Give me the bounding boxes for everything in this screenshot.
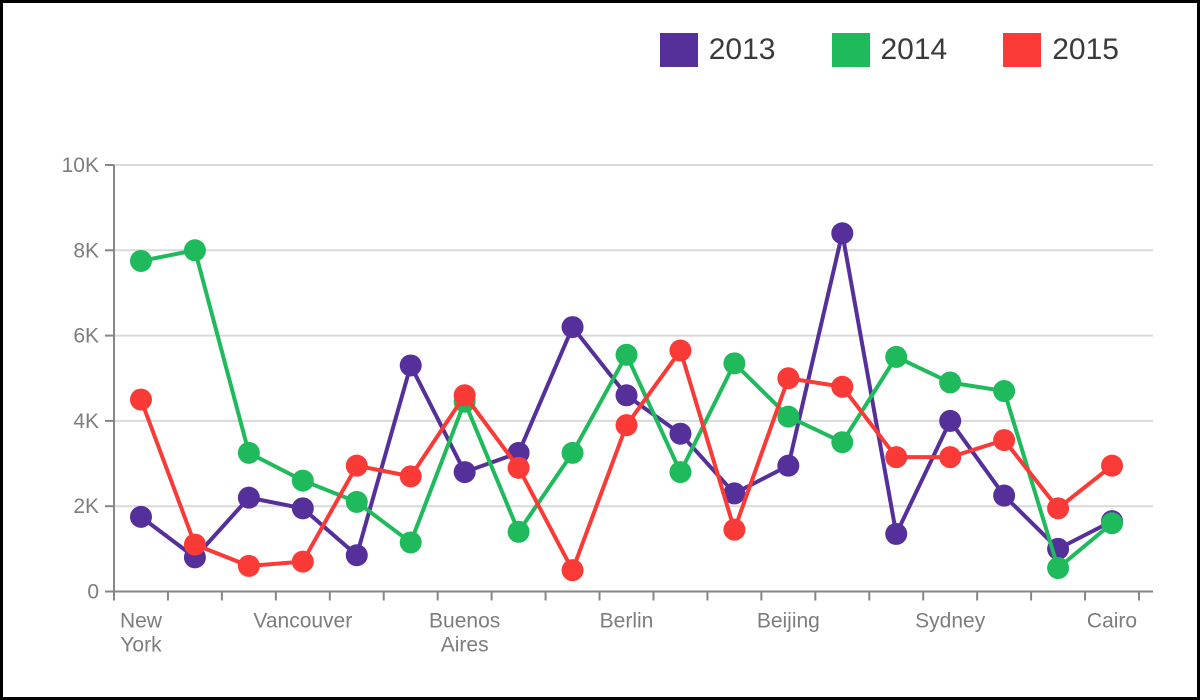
legend-item-2015[interactable]: 2015 xyxy=(1003,33,1119,67)
x-tick-label: Sydney xyxy=(915,610,986,633)
data-point[interactable] xyxy=(237,554,260,577)
data-point[interactable] xyxy=(885,446,908,469)
x-tick-label: Buenos Aires xyxy=(429,610,500,657)
x-axis-ticks xyxy=(113,591,1140,601)
legend-swatch-2014-icon xyxy=(831,33,870,67)
data-point[interactable] xyxy=(237,441,260,464)
data-point[interactable] xyxy=(561,559,584,582)
legend-label-2015: 2015 xyxy=(1052,33,1119,66)
data-point[interactable] xyxy=(291,497,314,520)
data-point[interactable] xyxy=(237,486,260,509)
data-point[interactable] xyxy=(1101,512,1124,535)
legend-label-2014: 2014 xyxy=(880,33,948,66)
data-point[interactable] xyxy=(723,482,746,505)
x-tick-label: Beijing xyxy=(757,610,820,633)
data-point[interactable] xyxy=(129,388,152,411)
data-point[interactable] xyxy=(129,249,152,272)
data-point[interactable] xyxy=(993,429,1016,452)
legend-item-2013[interactable]: 2013 xyxy=(659,33,776,67)
axes xyxy=(113,165,1153,593)
data-point[interactable] xyxy=(669,422,692,445)
line-chart: 0 2K 4K 6K 8K 10K New York Vancouver Buenos Aires B… xyxy=(62,154,1153,657)
x-axis-labels: New York Vancouver Buenos Aires Berlin Beijing… xyxy=(120,610,1137,657)
data-point[interactable] xyxy=(615,343,638,366)
data-point[interactable] xyxy=(1101,454,1124,477)
data-point[interactable] xyxy=(399,465,422,488)
data-point[interactable] xyxy=(993,380,1016,403)
data-point[interactable] xyxy=(777,367,800,390)
data-point[interactable] xyxy=(345,490,368,513)
y-axis-ticks: 0 2K 4K 6K 8K 10K xyxy=(62,154,114,604)
data-point[interactable] xyxy=(399,354,422,377)
data-point[interactable] xyxy=(561,316,584,339)
gridlines xyxy=(114,164,1153,508)
series-line-2014 xyxy=(140,247,1114,572)
y-tick-label: 4K xyxy=(73,410,99,433)
y-tick-label: 10K xyxy=(62,154,99,177)
data-point[interactable] xyxy=(939,371,962,394)
legend: 2013 2014 2015 xyxy=(659,33,1119,67)
y-tick-label: 0 xyxy=(87,581,99,604)
data-point[interactable] xyxy=(561,441,584,464)
data-point[interactable] xyxy=(723,352,746,375)
x-tick-label: New York xyxy=(120,610,163,657)
data-point[interactable] xyxy=(831,375,854,398)
data-point[interactable] xyxy=(399,531,422,554)
data-point[interactable] xyxy=(615,384,638,407)
legend-swatch-2015-icon xyxy=(1003,33,1042,67)
data-point[interactable] xyxy=(345,544,368,567)
legend-item-2014[interactable]: 2014 xyxy=(831,33,948,67)
data-point[interactable] xyxy=(939,446,962,469)
y-tick-label: 8K xyxy=(73,239,99,262)
series-2013 xyxy=(129,222,1124,569)
data-point[interactable] xyxy=(777,405,800,428)
data-point[interactable] xyxy=(1047,557,1070,580)
data-point[interactable] xyxy=(723,518,746,541)
y-tick-label: 2K xyxy=(73,495,99,518)
data-point[interactable] xyxy=(129,505,152,528)
data-point[interactable] xyxy=(453,384,476,407)
data-point[interactable] xyxy=(885,345,908,368)
data-point[interactable] xyxy=(993,484,1016,507)
data-point[interactable] xyxy=(507,520,530,543)
data-point[interactable] xyxy=(291,469,314,492)
data-point[interactable] xyxy=(885,522,908,545)
x-tick-label: Berlin xyxy=(600,610,654,633)
x-tick-label: Cairo xyxy=(1087,610,1137,633)
legend-label-2013: 2013 xyxy=(708,33,776,66)
data-point[interactable] xyxy=(183,533,206,556)
series-2014 xyxy=(129,239,1124,580)
x-tick-label: Vancouver xyxy=(253,610,352,633)
data-point[interactable] xyxy=(669,461,692,484)
data-point[interactable] xyxy=(831,222,854,245)
data-point[interactable] xyxy=(345,454,368,477)
legend-swatch-2013-icon xyxy=(659,33,698,67)
data-point[interactable] xyxy=(615,414,638,437)
data-point[interactable] xyxy=(1047,497,1070,520)
data-point[interactable] xyxy=(507,456,530,479)
series-2015 xyxy=(129,339,1124,582)
data-point[interactable] xyxy=(291,550,314,573)
data-point[interactable] xyxy=(777,454,800,477)
data-point[interactable] xyxy=(939,409,962,432)
data-point[interactable] xyxy=(669,339,692,362)
data-point[interactable] xyxy=(831,431,854,454)
data-point[interactable] xyxy=(183,239,206,262)
y-tick-label: 6K xyxy=(73,325,99,348)
data-point[interactable] xyxy=(453,461,476,484)
